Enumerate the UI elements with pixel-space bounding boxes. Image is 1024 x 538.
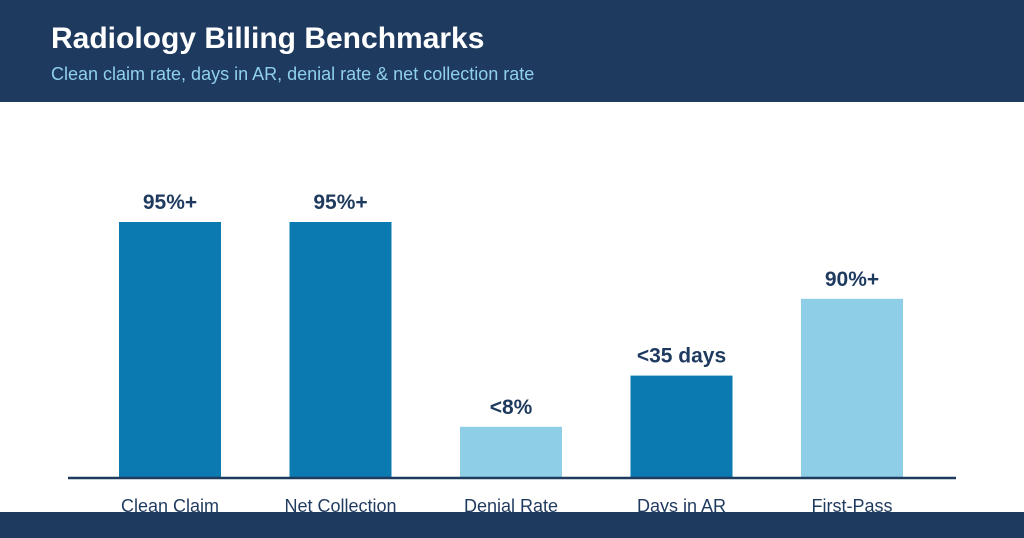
bar-value-label: 95%+ — [313, 191, 367, 214]
bar-value-label: <8% — [490, 396, 533, 419]
header-banner: Radiology Billing Benchmarks Clean claim… — [0, 0, 1024, 102]
chart-subtitle: Clean claim rate, days in AR, denial rat… — [51, 64, 535, 84]
bar-net-collection — [289, 222, 392, 478]
bar-days-in-ar — [630, 375, 733, 478]
bar-value-label: 95%+ — [143, 191, 197, 214]
bar-first-pass — [801, 298, 903, 478]
bar-denial-rate — [460, 426, 562, 478]
bar-value-label: <35 days — [637, 345, 726, 368]
category-labels-group: Clean Claim Net Collection Denial Rate Days… — [121, 496, 893, 512]
chart-title: Radiology Billing Benchmarks — [51, 22, 485, 55]
bar-clean-claim — [119, 222, 221, 478]
footer-band — [0, 512, 1024, 538]
bar-chart: 95%+ 95%+ <8% <35 days 90%+ Clean Claim Net C… — [68, 191, 956, 512]
category-label: First-Pass — [812, 496, 893, 512]
category-label: Days in AR — [637, 496, 726, 512]
category-label: Denial Rate — [464, 496, 558, 512]
category-label: Clean Claim — [121, 496, 219, 512]
bar-value-label: 90%+ — [825, 268, 879, 291]
bars-group: 95%+ 95%+ <8% <35 days 90%+ — [119, 191, 903, 478]
category-label: Net Collection — [284, 496, 396, 512]
